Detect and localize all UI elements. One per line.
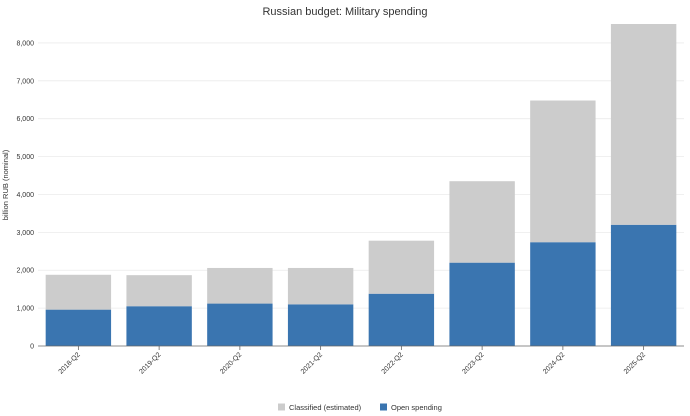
grid-lines: [38, 42, 684, 309]
y-axis-label: billion RUB (nominal): [1, 149, 10, 220]
y-tick-label: 8,000: [16, 40, 34, 47]
legend-swatch-open-spending[interactable]: [380, 403, 387, 411]
legend-swatch-classified-estimated[interactable]: [278, 403, 285, 411]
y-tick-label: 7,000: [16, 78, 34, 85]
x-tick-label: 2024-Q2: [542, 351, 566, 375]
bar-open-spending-2023-q2: [449, 262, 515, 346]
x-tick-label: 2022-Q2: [381, 351, 405, 375]
legend-label[interactable]: Classified (estimated): [289, 403, 362, 412]
bar-classified-estimated-2021-q2: [287, 267, 354, 305]
bar-open-spending-2021-q2: [287, 304, 354, 346]
y-tick-label: 1,000: [16, 306, 34, 313]
x-tick-label: 2019-Q2: [138, 351, 162, 375]
legend[interactable]: Classified (estimated) Open spending: [278, 403, 442, 412]
y-tick-label: 3,000: [16, 230, 34, 237]
x-tick-label: 2018-Q2: [58, 351, 82, 375]
bar-open-spending-2018-q2: [45, 309, 112, 346]
y-tick-label: 4,000: [16, 192, 34, 199]
bar-classified-estimated-2024-q2: [530, 100, 596, 243]
bar-classified-estimated-2023-q2: [449, 181, 515, 263]
x-tick-label: 2025-Q2: [623, 351, 647, 375]
bar-open-spending-2024-q2: [530, 242, 596, 346]
x-tick-label: 2023-Q2: [461, 351, 485, 375]
bar-open-spending-2019-q2: [126, 306, 192, 346]
bar-classified-estimated-2018-q2: [45, 274, 112, 310]
x-tick-label: 2020-Q2: [219, 351, 243, 375]
y-tick-label: 2,000: [16, 268, 34, 275]
y-tick-label: 0: [30, 344, 34, 351]
bar-open-spending-2022-q2: [368, 293, 435, 346]
bars: [45, 24, 677, 346]
y-tick-label: 6,000: [16, 116, 34, 123]
bar-open-spending-2025-q2: [610, 224, 677, 346]
legend-label[interactable]: Open spending: [391, 403, 442, 412]
x-tick-label: 2021-Q2: [300, 351, 324, 375]
bar-classified-estimated-2022-q2: [368, 240, 435, 294]
y-tick-label: 5,000: [16, 154, 34, 161]
bar-open-spending-2020-q2: [207, 303, 273, 346]
bar-classified-estimated-2025-q2: [610, 24, 677, 225]
bar-classified-estimated-2019-q2: [126, 275, 192, 307]
bar-classified-estimated-2020-q2: [207, 267, 273, 304]
chart-title: Russian budget: Military spending: [262, 6, 427, 18]
